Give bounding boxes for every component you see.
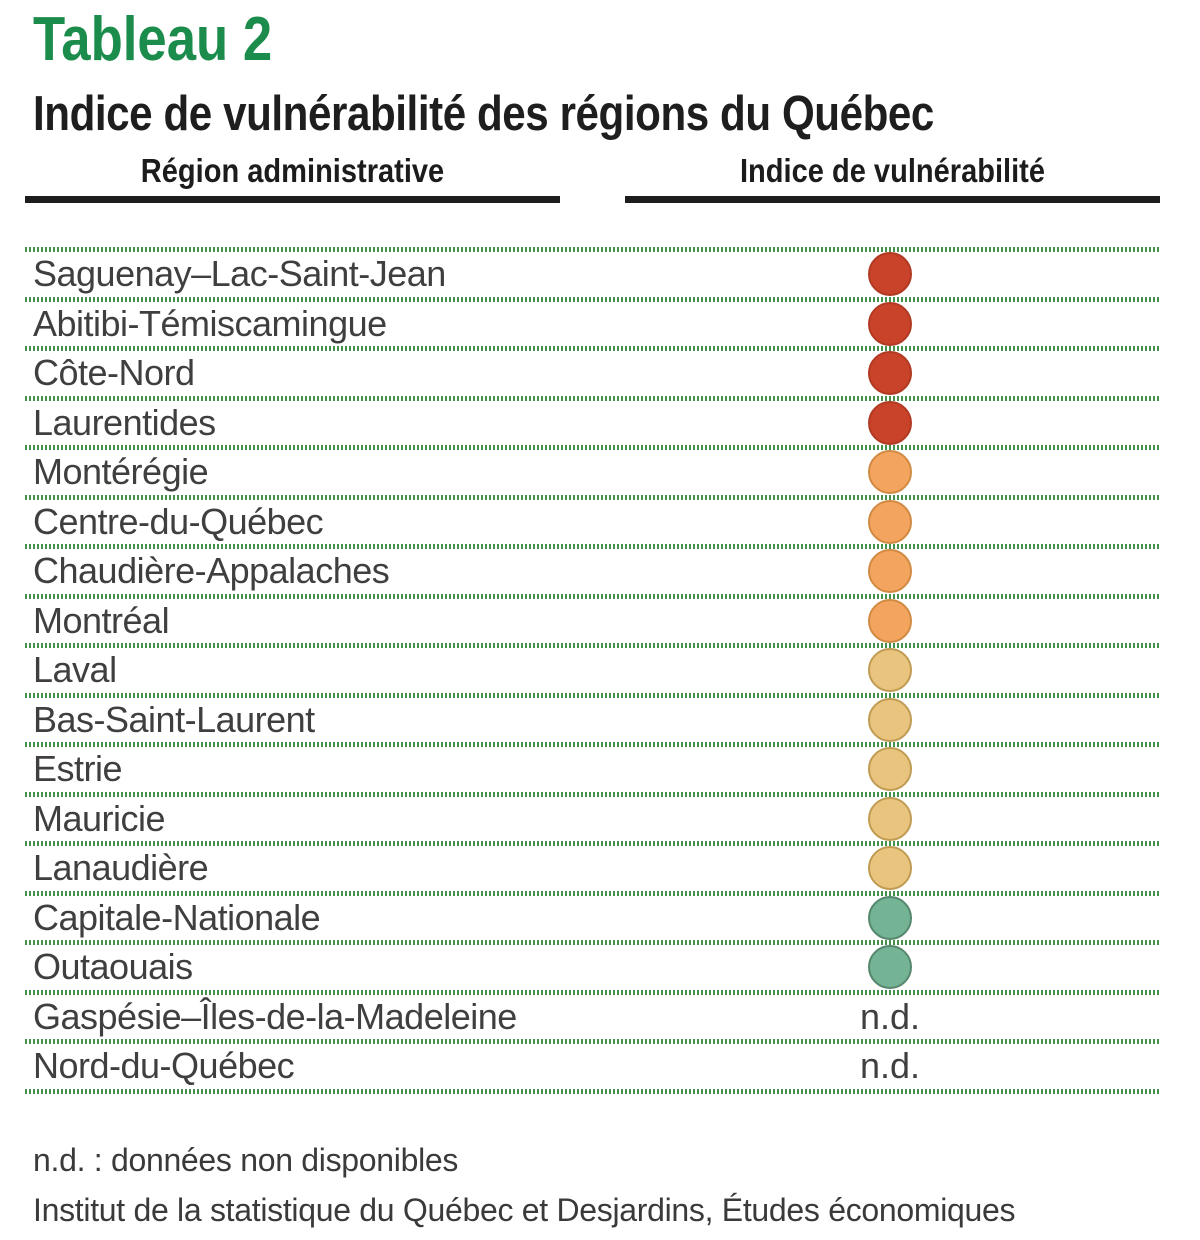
footnote-nd-definition: n.d. : données non disponibles <box>33 1142 459 1178</box>
vulnerability-indicator <box>815 598 965 644</box>
vulnerability-indicator <box>815 301 965 347</box>
table-row: Saguenay–Lac-Saint-Jean <box>25 252 1160 297</box>
vulnerability-indicator <box>815 450 965 495</box>
vulnerability-indicator <box>815 846 965 891</box>
region-label: Mauricie <box>33 797 166 839</box>
vulnerability-dot-low <box>868 895 912 940</box>
region-label: Abitibi-Témiscamingue <box>33 302 387 344</box>
vulnerability-dot-high <box>868 400 912 445</box>
row-separator <box>25 445 1160 450</box>
vulnerability-indicator <box>815 697 965 743</box>
table-row: Gaspésie–Îles-de-la-Madeleine n.d. <box>25 995 1160 1040</box>
row-separator <box>25 1088 1160 1094</box>
region-label: Montérégie <box>33 451 209 493</box>
row-separator <box>25 890 1160 896</box>
table-body: Saguenay–Lac-Saint-Jean Abitibi-Témiscam… <box>25 247 1160 1094</box>
row-separator <box>25 742 1160 747</box>
footnote-source: Institut de la statistique du Québec et … <box>33 1192 1016 1228</box>
nd-value: n.d. <box>859 995 921 1037</box>
region-label: Outaouais <box>33 946 193 988</box>
region-label: Capitale-Nationale <box>33 896 321 938</box>
table-row: Mauricie <box>25 796 1160 842</box>
vulnerability-dot-medium <box>868 796 912 841</box>
vulnerability-dot-high <box>868 252 912 297</box>
vulnerability-indicator: n.d. <box>815 1044 965 1089</box>
table-row: Capitale-Nationale <box>25 895 1160 941</box>
vulnerability-indicator <box>815 549 965 594</box>
row-separator <box>25 296 1160 302</box>
vulnerability-dot-medium <box>868 846 912 891</box>
region-label: Bas-Saint-Laurent <box>33 698 315 740</box>
region-label: Laval <box>33 649 117 691</box>
region-label: Lanaudière <box>33 847 209 889</box>
table-row: Outaouais <box>25 945 1160 990</box>
region-label: Chaudière-Appalaches <box>33 550 390 592</box>
vulnerability-dot-high <box>868 301 912 346</box>
vulnerability-indicator <box>815 796 965 842</box>
table-row: Montréal <box>25 598 1160 644</box>
header-underline-right <box>625 196 1160 203</box>
table-row: Estrie <box>25 747 1160 792</box>
vulnerability-dot-medium-high <box>868 450 912 495</box>
vulnerability-dot-medium-high <box>868 549 912 594</box>
region-label: Nord-du-Québec <box>33 1045 295 1087</box>
vulnerability-dot-high <box>868 351 912 396</box>
table-row: Montérégie <box>25 450 1160 495</box>
row-separator <box>25 395 1160 401</box>
table-row: Bas-Saint-Laurent <box>25 697 1160 743</box>
vulnerability-indicator <box>815 499 965 545</box>
row-separator <box>25 346 1160 351</box>
vulnerability-dot-medium <box>868 697 912 742</box>
row-separator <box>25 841 1160 846</box>
vulnerability-indicator <box>815 400 965 446</box>
vulnerability-indicator <box>815 945 965 990</box>
vulnerability-dot-medium-high <box>868 499 912 544</box>
region-label: Estrie <box>33 748 123 790</box>
row-separator <box>25 1039 1160 1044</box>
region-label: Laurentides <box>33 401 216 443</box>
vulnerability-dot-medium <box>868 747 912 792</box>
vulnerability-indicator <box>815 747 965 792</box>
row-separator <box>25 989 1160 995</box>
row-separator <box>25 692 1160 698</box>
vulnerability-dot-medium <box>868 648 912 693</box>
table-row: Abitibi-Témiscamingue <box>25 301 1160 347</box>
region-label: Montréal <box>33 599 170 641</box>
region-label: Gaspésie–Îles-de-la-Madeleine <box>33 995 517 1037</box>
region-label: Côte-Nord <box>33 352 195 394</box>
vulnerability-dot-medium-high <box>868 598 912 643</box>
table-number-title: Tableau 2 <box>33 5 273 74</box>
table-row: Lanaudière <box>25 846 1160 891</box>
row-separator <box>25 494 1160 500</box>
vulnerability-indicator <box>815 252 965 297</box>
vulnerability-indicator: n.d. <box>815 995 965 1040</box>
table-row: Chaudière-Appalaches <box>25 549 1160 594</box>
vulnerability-dot-low <box>868 945 912 990</box>
table-row: Nord-du-Québec n.d. <box>25 1044 1160 1089</box>
vulnerability-indicator <box>815 351 965 396</box>
row-separator <box>25 593 1160 599</box>
vulnerability-indicator <box>815 895 965 941</box>
row-separator <box>25 643 1160 648</box>
region-label: Saguenay–Lac-Saint-Jean <box>33 253 446 295</box>
column-header-index: Indice de vulnérabilité <box>739 152 1046 189</box>
nd-value: n.d. <box>859 1045 921 1087</box>
row-separator <box>25 940 1160 945</box>
region-label: Centre-du-Québec <box>33 500 324 542</box>
row-separator <box>25 791 1160 797</box>
table-row: Centre-du-Québec <box>25 499 1160 545</box>
page-title: Indice de vulnérabilité des régions du Q… <box>33 87 934 141</box>
table-row: Laval <box>25 648 1160 693</box>
column-header-region: Région administrative <box>140 152 445 189</box>
table-row: Laurentides <box>25 400 1160 446</box>
vulnerability-indicator <box>815 648 965 693</box>
header-underline-left <box>25 196 560 203</box>
row-separator <box>25 544 1160 549</box>
table-row: Côte-Nord <box>25 351 1160 396</box>
row-separator <box>25 247 1160 252</box>
